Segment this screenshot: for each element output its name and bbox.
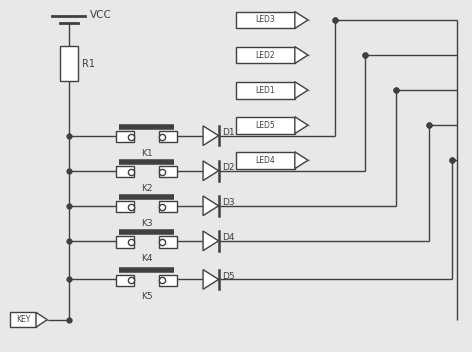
Bar [236, 117, 295, 133]
Polygon shape [203, 231, 219, 251]
Polygon shape [295, 117, 308, 133]
Text: K1: K1 [141, 149, 152, 158]
Text: LED4: LED4 [255, 156, 275, 165]
Bar [236, 46, 295, 63]
Text: D4: D4 [222, 233, 235, 243]
Polygon shape [203, 126, 219, 145]
Bar [116, 201, 134, 213]
Polygon shape [295, 12, 308, 29]
Polygon shape [36, 312, 47, 327]
Bar [236, 152, 295, 169]
Text: K4: K4 [141, 254, 152, 263]
Bar [159, 236, 177, 247]
Text: LED3: LED3 [255, 15, 275, 25]
Text: LED1: LED1 [256, 86, 275, 95]
Text: D5: D5 [222, 272, 235, 281]
Polygon shape [203, 196, 219, 216]
Polygon shape [203, 161, 219, 181]
Text: K5: K5 [141, 293, 152, 301]
Text: D2: D2 [222, 163, 235, 172]
Text: VCC: VCC [90, 10, 112, 20]
Text: D3: D3 [222, 199, 235, 207]
Bar [116, 131, 134, 142]
Bar [116, 166, 134, 177]
Bar [159, 275, 177, 286]
Text: D1: D1 [222, 128, 235, 137]
Text: LED2: LED2 [256, 51, 275, 59]
Text: K2: K2 [141, 184, 152, 193]
Text: R1: R1 [82, 59, 95, 69]
Text: LED5: LED5 [255, 121, 275, 130]
Text: KEY: KEY [16, 315, 30, 324]
Bar [159, 166, 177, 177]
Bar [59, 46, 78, 81]
Bar [116, 275, 134, 286]
Bar [116, 236, 134, 247]
Text: K3: K3 [141, 219, 152, 228]
Polygon shape [295, 82, 308, 99]
Bar [10, 312, 36, 327]
Polygon shape [295, 152, 308, 169]
Bar [236, 12, 295, 29]
Bar [236, 82, 295, 99]
Bar [159, 131, 177, 142]
Polygon shape [203, 270, 219, 289]
Bar [159, 201, 177, 213]
Polygon shape [295, 46, 308, 63]
